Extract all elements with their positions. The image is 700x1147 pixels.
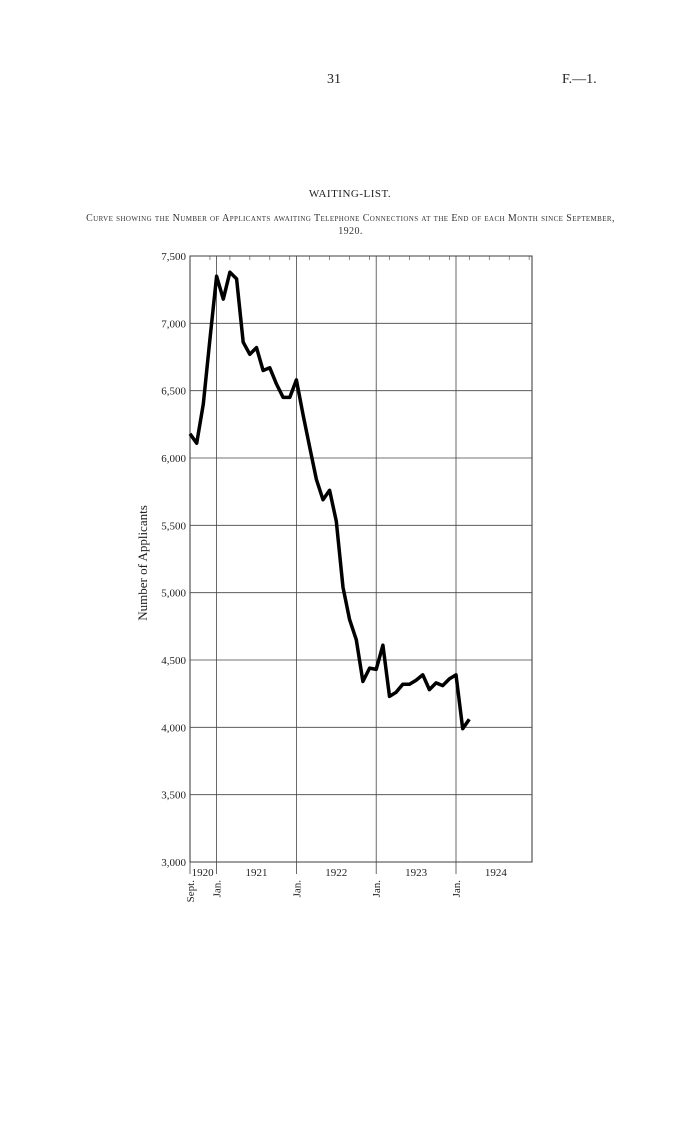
y-tick-label: 6,500 (161, 386, 186, 398)
chart-title: WAITING-LIST. (308, 188, 392, 200)
year-label: 1921 (246, 867, 268, 879)
y-tick-label: 6,000 (161, 453, 186, 465)
year-label: 1924 (485, 867, 508, 879)
year-label: 1922 (325, 867, 347, 879)
page-number: 31 (327, 72, 341, 87)
reference: F.—1. (562, 72, 597, 87)
y-tick-label: 5,000 (161, 588, 186, 600)
x-tick-label: Jan. (371, 880, 383, 898)
x-tick-label: Jan. (212, 880, 224, 898)
x-tick-label: Jan. (451, 880, 463, 898)
chart-subtitle: Curve showing the Number of Applicants a… (86, 213, 615, 237)
y-tick-label: 4,500 (161, 655, 186, 667)
y-tick-label: 3,500 (161, 790, 186, 802)
y-axis-label: Number of Applicants (135, 505, 150, 621)
year-label: 1920 (192, 867, 215, 879)
y-tick-label: 4,000 (161, 722, 186, 734)
y-tick-label: 5,500 (161, 520, 186, 532)
plot-frame (189, 255, 533, 863)
y-tick-label: 7,000 (161, 318, 186, 330)
y-tick-label: 3,000 (161, 857, 186, 869)
data-line (188, 270, 471, 731)
year-label: 1923 (405, 867, 428, 879)
x-tick-label: Jan. (291, 880, 303, 898)
x-tick-label: Sept. (185, 880, 197, 903)
y-tick-label: 7,500 (161, 251, 186, 263)
